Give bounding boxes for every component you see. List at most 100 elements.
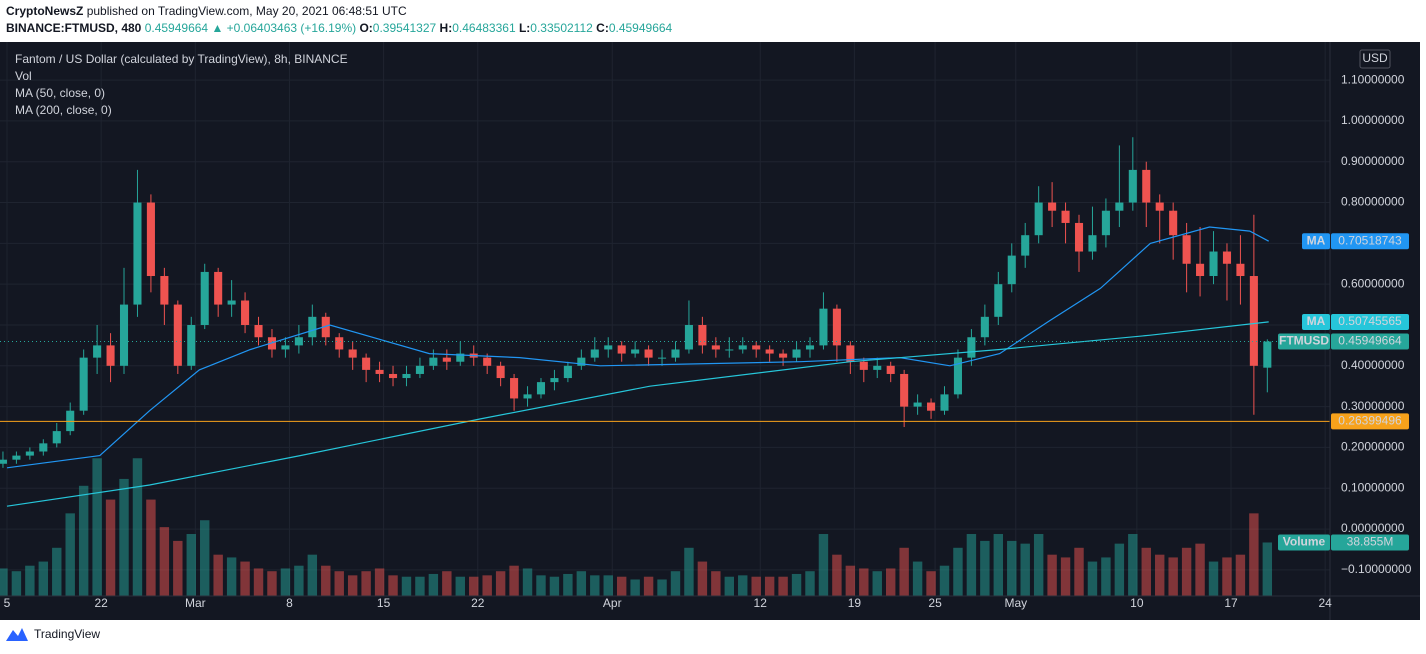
volume-bar: [415, 576, 425, 596]
volume-bar: [1141, 547, 1151, 596]
candle-body: [335, 337, 344, 350]
x-tick-label: May: [1004, 596, 1027, 610]
x-tick-label: 22: [94, 596, 108, 610]
candle-body: [832, 308, 841, 346]
x-tick-label: 8: [286, 596, 293, 610]
candle-body: [765, 349, 774, 354]
ma-line: [6, 321, 1269, 507]
volume-bar: [522, 568, 533, 596]
volume-bar: [374, 568, 385, 596]
currency-box[interactable]: [1359, 49, 1391, 69]
candle-body: [913, 402, 922, 407]
candle-body: [994, 284, 1003, 317]
volume-bar: [1222, 557, 1232, 596]
volume-bar: [724, 576, 735, 596]
candle-body: [510, 378, 519, 399]
ma-line: [6, 226, 1269, 469]
candle-body: [604, 345, 613, 350]
candle-body: [146, 202, 155, 277]
candle-body: [429, 357, 438, 366]
candle-body: [187, 324, 196, 366]
candle-body: [980, 316, 989, 338]
volume-bar: [536, 575, 546, 596]
candle-body: [1236, 263, 1245, 277]
volume-bar: [1101, 557, 1111, 596]
chart-title: Fantom / US Dollar (calculated by Tradin…: [15, 52, 348, 66]
y-tick-label: 0.90000000: [1341, 154, 1405, 168]
candle-body: [227, 300, 236, 305]
volume-bar: [52, 547, 62, 596]
axis-value-box: [1331, 413, 1409, 430]
candle-body: [375, 369, 384, 374]
ohlc-label: H:: [440, 21, 453, 35]
volume-bar: [1235, 554, 1246, 596]
volume-bar: [764, 576, 775, 596]
candle-body: [321, 316, 330, 338]
volume-bar: [818, 534, 829, 596]
candle-body: [711, 345, 720, 350]
volume-bar: [1074, 547, 1084, 596]
volume-bar: [307, 554, 318, 596]
volume-bar: [993, 534, 1004, 596]
volume-bar: [495, 571, 506, 596]
candle-body: [362, 357, 371, 370]
volume-bar: [1208, 561, 1219, 596]
volume-bar: [200, 520, 210, 596]
author: CryptoNewsZ: [6, 4, 83, 18]
header-line: CryptoNewsZ published on TradingView.com…: [6, 4, 407, 18]
volume-bar: [334, 571, 344, 596]
candle-body: [631, 349, 640, 354]
volume-bar: [186, 534, 196, 596]
volume-bar: [65, 513, 75, 596]
legend-volume: Vol: [15, 69, 32, 83]
axis-value-box: [1331, 233, 1409, 250]
volume-bar: [469, 576, 479, 596]
candle-body: [752, 345, 761, 350]
volume-bar: [428, 573, 439, 596]
candle-body: [738, 345, 747, 350]
volume-bar: [294, 565, 304, 596]
candle-body: [967, 337, 976, 358]
candle-body: [402, 373, 411, 379]
volume-bar: [872, 571, 882, 596]
symbol: BINANCE:FTMUSD, 480: [6, 21, 142, 35]
candle-body: [577, 357, 586, 366]
volume-bar: [1195, 543, 1205, 596]
volume-bar: [253, 568, 264, 596]
candle-body: [1034, 202, 1043, 236]
volume-bar: [78, 485, 89, 596]
legend-ma200: MA (200, close, 0): [15, 103, 112, 117]
change: ▲ +0.06403463 (+16.19%): [211, 21, 356, 35]
volume-bar: [1060, 557, 1071, 596]
volume-bar: [563, 573, 573, 596]
volume-bar: [684, 547, 694, 596]
candle-body: [308, 316, 317, 338]
x-tick-label: 12: [754, 596, 768, 610]
y-tick-label: 1.10000000: [1341, 72, 1405, 86]
plot-layer: [0, 42, 1330, 596]
volume-bar: [643, 576, 654, 596]
candle-body: [483, 357, 492, 366]
candle-body: [658, 357, 667, 359]
candle-body: [550, 378, 559, 383]
volume-bar: [1181, 547, 1192, 596]
candle-body: [173, 304, 182, 366]
volume-bar: [455, 576, 465, 596]
candle-body: [1101, 210, 1110, 236]
candle-body: [348, 349, 357, 358]
volume-bar: [0, 568, 8, 596]
volume-bar: [738, 575, 748, 596]
volume-bar: [25, 565, 35, 596]
volume-bar: [401, 576, 412, 596]
volume-bar: [38, 561, 49, 596]
volume-bar: [119, 478, 129, 596]
ohlc-value: 0.46483361: [452, 21, 516, 35]
candle-body: [0, 459, 7, 464]
candle-body: [1007, 255, 1016, 285]
candle-body: [886, 365, 895, 374]
volume-bar: [603, 575, 613, 596]
volume-bar: [361, 571, 371, 596]
volume-bar: [1128, 534, 1138, 596]
volume-bar: [1262, 542, 1273, 596]
volume-bar: [670, 571, 681, 596]
